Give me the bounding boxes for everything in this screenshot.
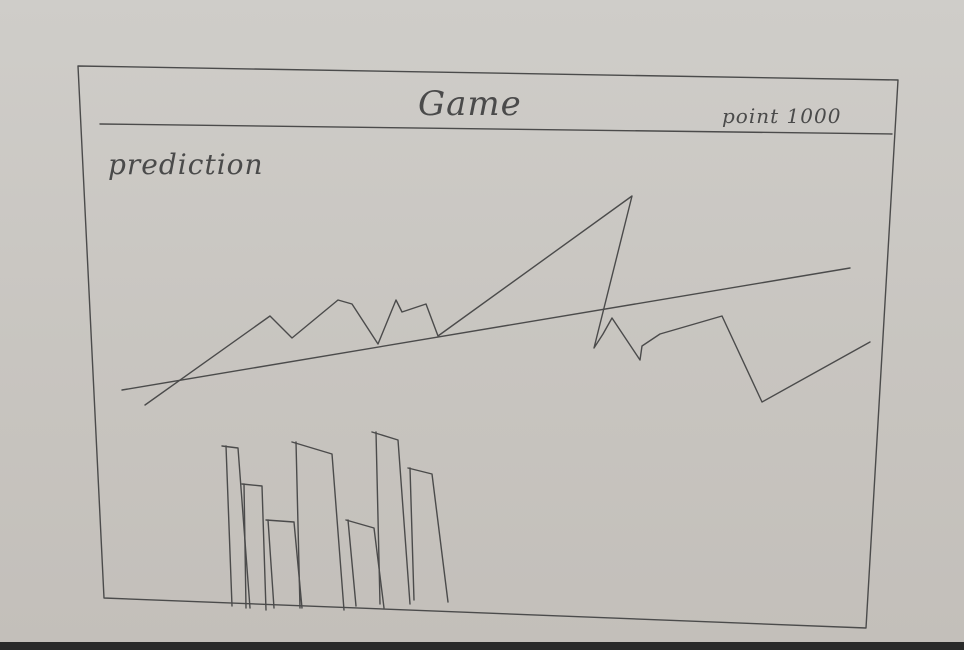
prediction-label: prediction — [108, 148, 264, 181]
bar-4 — [291, 441, 345, 611]
game-title: Game — [418, 84, 522, 124]
bar-2 — [241, 483, 267, 611]
bar-edges — [225, 431, 415, 609]
bar-6 — [371, 431, 411, 605]
header-divider — [99, 123, 893, 135]
trend-line — [121, 267, 851, 391]
bar-7 — [407, 467, 449, 603]
screen-bottom-edge — [0, 642, 964, 650]
bar-1 — [221, 445, 251, 609]
prediction-line — [144, 195, 871, 406]
window-border — [77, 65, 899, 629]
bar-5 — [345, 519, 385, 609]
points-display: point 1000 — [722, 104, 842, 128]
